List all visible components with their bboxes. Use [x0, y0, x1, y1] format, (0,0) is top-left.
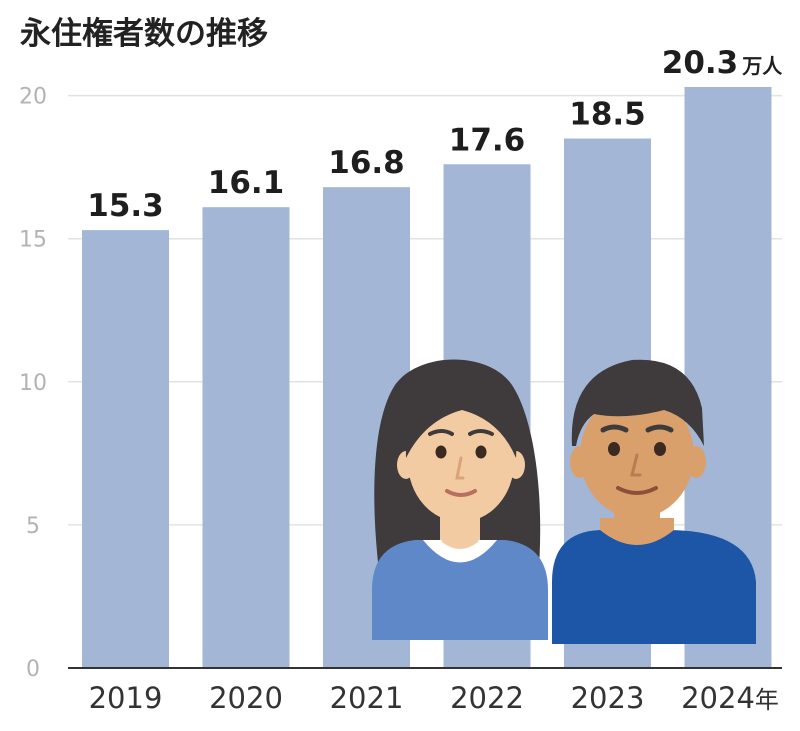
x-tick-label: 2019: [89, 681, 163, 715]
x-tick-label: 2022: [450, 681, 524, 715]
x-tick-label: 2021: [330, 681, 404, 715]
y-tick-label: 15: [19, 228, 47, 253]
y-tick-label: 10: [19, 371, 47, 396]
data-label: 17.6: [449, 122, 526, 158]
x-tick-label: 2024年: [681, 681, 779, 715]
x-suffix: 年: [755, 686, 779, 714]
x-axis-ticks: 2019 2020 2021 2022 2023 2024年: [89, 681, 779, 715]
data-label: 18.5: [569, 97, 646, 133]
man-figure: [552, 359, 756, 644]
bar-2019: [82, 230, 169, 668]
data-label: 15.3: [87, 188, 164, 224]
data-labels: 15.3 16.1 16.8 17.6 18.5 20.3 万人: [87, 45, 783, 224]
two-people-icon: [372, 359, 756, 644]
y-tick-label: 20: [19, 85, 47, 110]
chart-title: 永住権者数の推移: [20, 16, 268, 52]
y-tick-label: 0: [26, 657, 40, 682]
y-axis-ticks: 0 5 10 15 20: [19, 85, 47, 682]
data-label: 20.3 万人: [662, 45, 784, 81]
x-tick-label: 2023: [571, 681, 645, 715]
x-tick-label: 2020: [209, 681, 283, 715]
unit-label: 万人: [741, 54, 783, 78]
data-label: 16.8: [328, 145, 405, 181]
bar-2020: [202, 207, 290, 668]
woman-figure: [372, 359, 548, 640]
data-label: 16.1: [208, 165, 285, 201]
y-tick-label: 5: [26, 514, 40, 539]
